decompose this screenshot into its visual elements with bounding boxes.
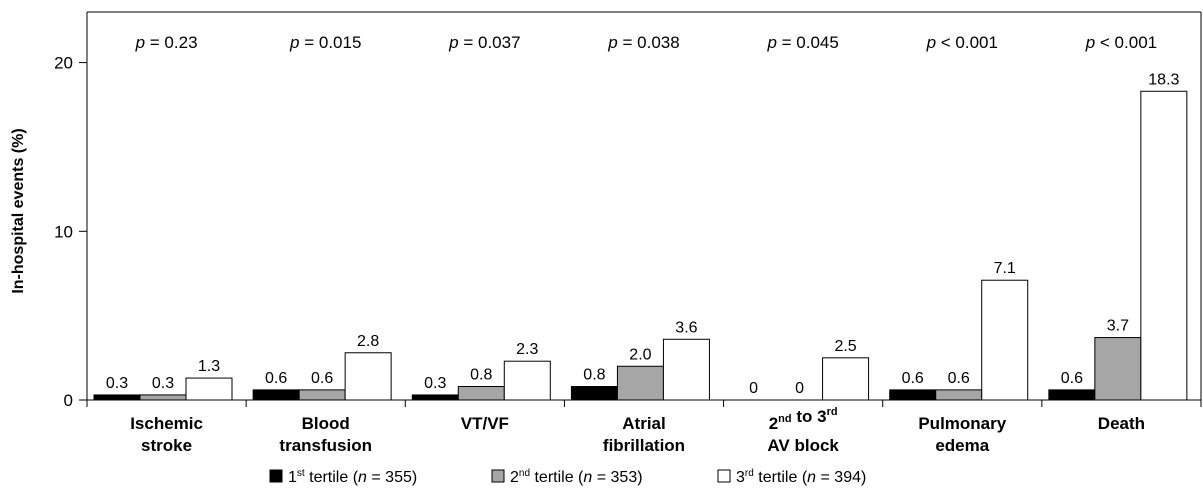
bar-3	[1140, 90, 1188, 401]
value-label: 0.8	[583, 367, 605, 384]
category-label: Death	[1098, 414, 1145, 433]
bar-1	[93, 394, 141, 401]
value-label: 3.7	[1107, 318, 1129, 335]
plot-area: 0 10 20 0.3 0.3 1.3 Ischemic stroke p = 0.23 0.6 0…	[54, 11, 1202, 455]
p-value-annotation: p = 0.037	[448, 33, 520, 52]
p-value-annotation: p = 0.23	[135, 33, 198, 52]
value-label: 0.3	[152, 375, 174, 392]
value-label: 3.6	[675, 319, 697, 336]
bar-2	[139, 394, 187, 401]
legend-swatch-2	[491, 469, 505, 483]
value-label: 0.8	[470, 367, 492, 384]
category-label: transfusion	[279, 436, 372, 455]
value-label: 0	[795, 380, 804, 397]
category-label: stroke	[141, 436, 192, 455]
bar-1	[252, 389, 300, 401]
category-label: Ischemic	[130, 414, 203, 433]
value-label: 0.3	[106, 375, 128, 392]
category-label: fibrillation	[603, 436, 685, 455]
value-label: 0.6	[1061, 370, 1083, 387]
value-label: 0.6	[948, 370, 970, 387]
bar-2	[616, 365, 664, 401]
category-label: Pulmonary	[918, 414, 1006, 433]
value-label: 2.0	[629, 346, 651, 363]
value-label: 2.5	[834, 338, 856, 355]
bar-2	[1094, 337, 1142, 401]
bar-3	[662, 338, 710, 401]
y-tick-label: 20	[54, 54, 73, 73]
value-label: 7.1	[994, 260, 1016, 277]
bar-3	[981, 279, 1029, 401]
bar-3	[822, 357, 870, 401]
category-label: VT/VF	[461, 414, 509, 433]
value-label: 0.6	[311, 370, 333, 387]
legend: 1st tertile (n = 355) 2nd tertile (n = 35…	[269, 468, 866, 486]
value-label: 0.3	[424, 375, 446, 392]
p-value-annotation: p < 0.001	[1085, 33, 1157, 52]
legend-swatch-3	[717, 469, 731, 483]
value-label: 0.6	[902, 370, 924, 387]
bar-2	[457, 386, 505, 401]
y-tick-label: 0	[64, 391, 73, 410]
value-label: 0	[749, 380, 758, 397]
legend-label-3: 3rd tertile (n = 394)	[736, 468, 866, 486]
bar-3	[503, 360, 551, 401]
value-label: 18.3	[1148, 71, 1179, 88]
legend-swatch-1	[269, 469, 283, 483]
p-value-annotation: p = 0.038	[607, 33, 679, 52]
bar-2	[298, 389, 346, 401]
bar-1	[411, 394, 459, 401]
bar-1	[1048, 389, 1096, 401]
p-value-annotation: p = 0.015	[289, 33, 361, 52]
category-label: edema	[935, 436, 989, 455]
bar-1	[570, 386, 618, 401]
category-label: 2nd to 3rd	[769, 406, 838, 433]
category-label: Blood	[302, 414, 350, 433]
category-label: Atrial	[622, 414, 665, 433]
legend-label-1: 1st tertile (n = 355)	[288, 468, 417, 486]
p-value-annotation: p = 0.045	[766, 33, 838, 52]
bar-1	[889, 389, 937, 401]
category-label: AV block	[767, 436, 839, 455]
bar-3	[185, 377, 233, 401]
bar-2	[935, 389, 983, 401]
value-label: 2.3	[516, 341, 538, 358]
value-label: 2.8	[357, 333, 379, 350]
bar-3	[344, 352, 392, 401]
value-label: 1.3	[198, 358, 220, 375]
legend-label-2: 2nd tertile (n = 353)	[510, 468, 643, 486]
y-axis-label: In-hospital events (%)	[10, 128, 27, 293]
y-tick-label: 10	[54, 222, 73, 241]
value-label: 0.6	[265, 370, 287, 387]
p-value-annotation: p < 0.001	[926, 33, 998, 52]
